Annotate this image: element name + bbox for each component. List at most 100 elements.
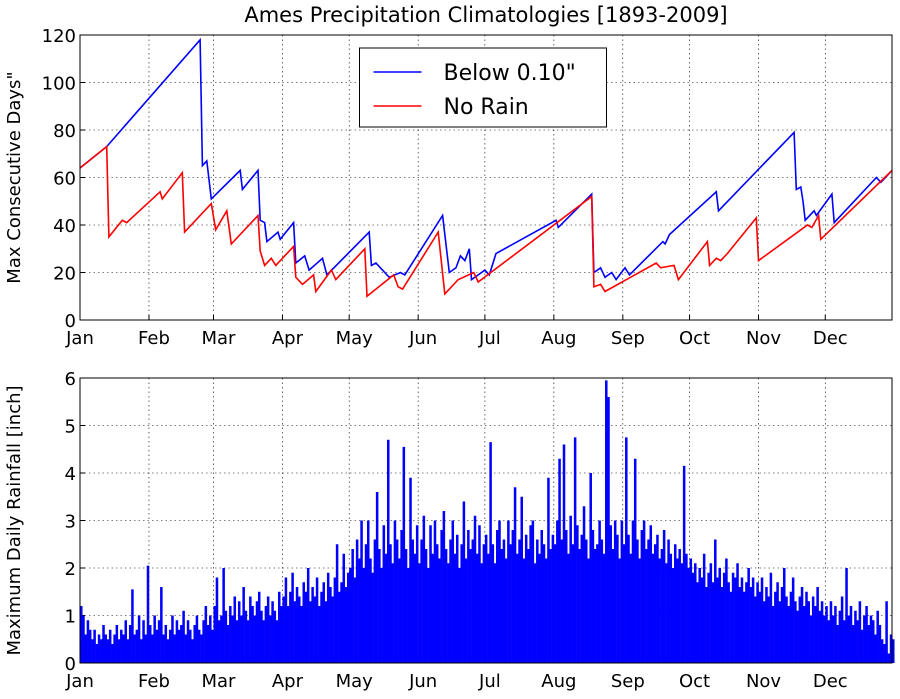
bar (471, 539, 475, 663)
bar (291, 572, 294, 663)
bar (656, 534, 659, 663)
y-tick-label: 60 (53, 169, 76, 190)
bar (420, 539, 423, 663)
bar (451, 520, 455, 663)
bar (180, 625, 183, 663)
bar (433, 520, 437, 663)
x-tick-label: Jun (408, 671, 437, 692)
bar (587, 558, 590, 663)
bar (153, 615, 156, 663)
bar (805, 591, 808, 663)
bar (213, 606, 216, 663)
bar (355, 539, 359, 663)
bar (280, 606, 283, 663)
bar (444, 549, 448, 663)
bar (558, 458, 561, 663)
bar (338, 591, 341, 663)
bar (131, 589, 134, 664)
bar (384, 553, 388, 663)
bar (217, 620, 221, 663)
bar (854, 610, 857, 663)
bar (640, 530, 644, 663)
bar (402, 446, 406, 664)
bar (253, 615, 257, 663)
bar (529, 525, 532, 663)
bar (93, 629, 96, 663)
series-line (79, 144, 893, 298)
bar (140, 639, 143, 663)
bar (878, 625, 882, 663)
bar (598, 520, 601, 663)
bar (551, 534, 555, 663)
bar (91, 639, 94, 663)
bar (607, 397, 610, 663)
bar (509, 544, 512, 663)
bar (800, 587, 804, 663)
bar (382, 525, 386, 663)
bar (113, 634, 116, 663)
bar (609, 525, 612, 663)
bar (569, 515, 572, 663)
x-tick-label: Sep (611, 671, 645, 692)
bar (696, 582, 699, 663)
y-tick-label: 3 (65, 512, 76, 533)
bar (705, 587, 708, 663)
x-tick-label: Dec (813, 671, 848, 692)
bar (487, 553, 490, 663)
y-tick-label: 1 (65, 607, 76, 628)
bar (313, 596, 317, 663)
bar (284, 577, 288, 663)
bar (484, 534, 488, 663)
bar (667, 539, 670, 663)
bar (789, 591, 793, 663)
plot-frame (79, 34, 893, 321)
bar (756, 582, 759, 663)
bar (840, 596, 844, 663)
bar (718, 568, 721, 663)
bar (527, 549, 530, 663)
bar (88, 629, 92, 663)
bar (883, 644, 886, 663)
series-line (79, 37, 893, 282)
bar (725, 558, 728, 663)
bar (780, 587, 784, 663)
bar (95, 644, 99, 663)
bar (380, 568, 383, 663)
bar (493, 563, 497, 663)
bar (449, 539, 452, 663)
bar (776, 582, 779, 663)
bar (589, 473, 592, 663)
bar (171, 615, 174, 663)
bar (475, 553, 479, 663)
bar (849, 606, 853, 663)
bar (863, 615, 866, 663)
bar (222, 568, 225, 663)
bar (184, 634, 188, 663)
bar (173, 634, 176, 663)
bar (182, 610, 185, 663)
bar (200, 634, 203, 663)
bar (825, 606, 828, 663)
bar (191, 639, 194, 663)
y-tick-label: 120 (42, 26, 76, 47)
bar (322, 582, 326, 663)
bar (827, 620, 830, 663)
y-tick-label: 4 (65, 464, 76, 485)
bar (373, 539, 377, 663)
chart-title: Ames Precipitation Climatologies [1893-2… (244, 3, 727, 27)
bar (340, 582, 343, 663)
bar (318, 606, 321, 663)
bar (760, 577, 764, 663)
bar (767, 596, 770, 663)
bar (647, 539, 650, 663)
bar (387, 439, 390, 663)
bar (364, 544, 368, 663)
x-tick-label: Mar (201, 671, 236, 692)
bar (315, 577, 319, 663)
bar (502, 539, 506, 663)
bar (823, 615, 826, 663)
bar (798, 596, 802, 663)
bar (467, 530, 470, 663)
bar (237, 601, 241, 663)
bar (518, 539, 521, 663)
